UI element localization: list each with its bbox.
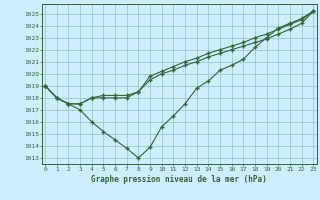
X-axis label: Graphe pression niveau de la mer (hPa): Graphe pression niveau de la mer (hPa) [91, 175, 267, 184]
